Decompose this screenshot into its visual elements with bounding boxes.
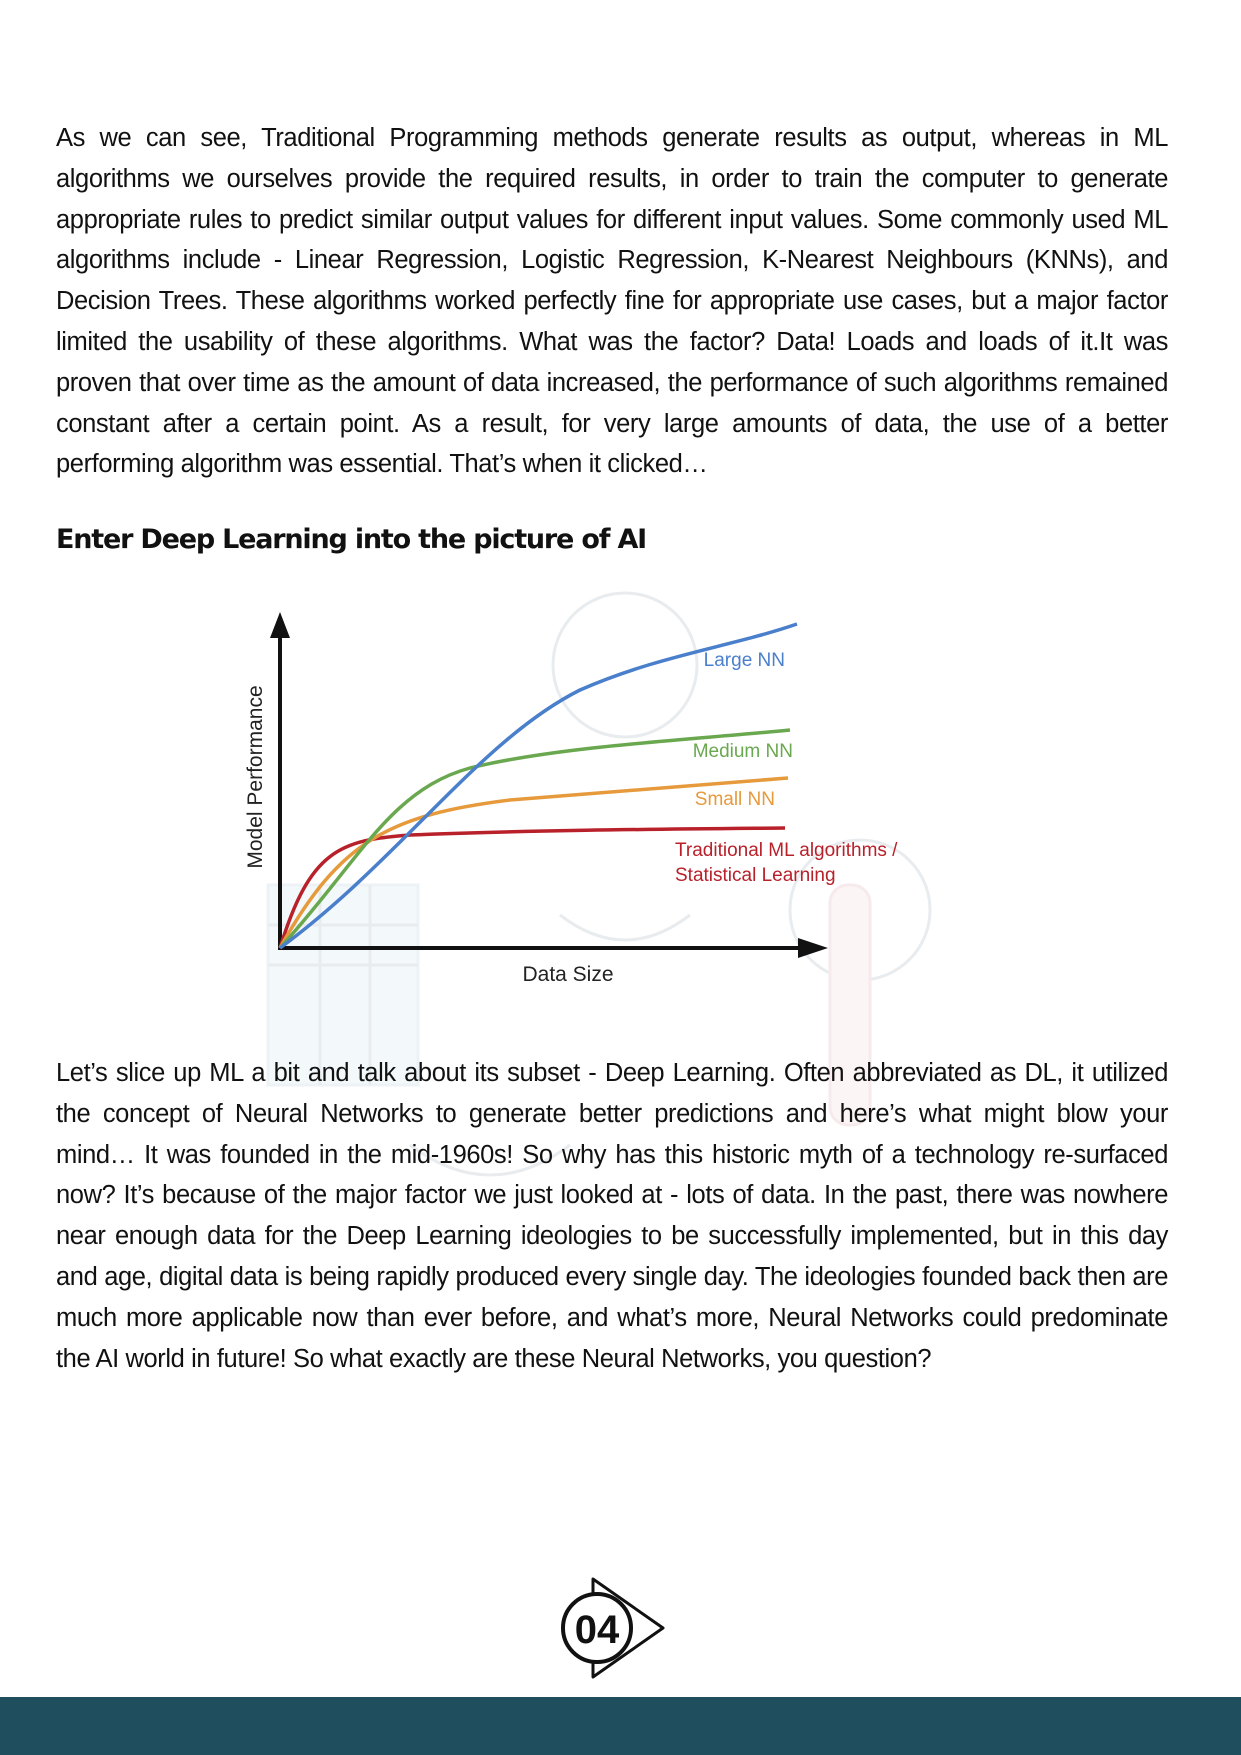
series-line-medium-nn: [278, 728, 791, 950]
deep-learning-paragraph: Let’s slice up ML a bit and talk about i…: [56, 1059, 1168, 1373]
intro-paragraph: As we can see, Traditional Programming m…: [56, 124, 1168, 479]
footer-bar: [0, 1697, 1241, 1755]
section-heading: Enter Deep Learning into the picture of …: [56, 524, 647, 555]
y-axis-arrow: [270, 612, 290, 638]
x-axis-arrow: [798, 938, 828, 958]
series-line-small-nn: [278, 776, 789, 949]
page-number-badge: 04: [561, 1577, 665, 1679]
series-label-traditional-ml-line2: Statistical Learning: [675, 865, 836, 886]
series-line-traditional-ml: [278, 826, 786, 949]
page-number: 04: [575, 1608, 620, 1652]
y-axis-label: Model Performance: [244, 685, 267, 868]
series-line-large-nn: [278, 622, 798, 950]
series-label-medium-nn: Medium NN: [693, 741, 793, 762]
series-label-large-nn: Large NN: [704, 650, 785, 671]
series-label-traditional-ml: Traditional ML algorithms /: [675, 840, 898, 861]
performance-chart: Large NN Medium NN Small NN Traditional …: [244, 612, 898, 986]
x-axis-label: Data Size: [522, 963, 613, 986]
series-label-small-nn: Small NN: [695, 789, 775, 810]
